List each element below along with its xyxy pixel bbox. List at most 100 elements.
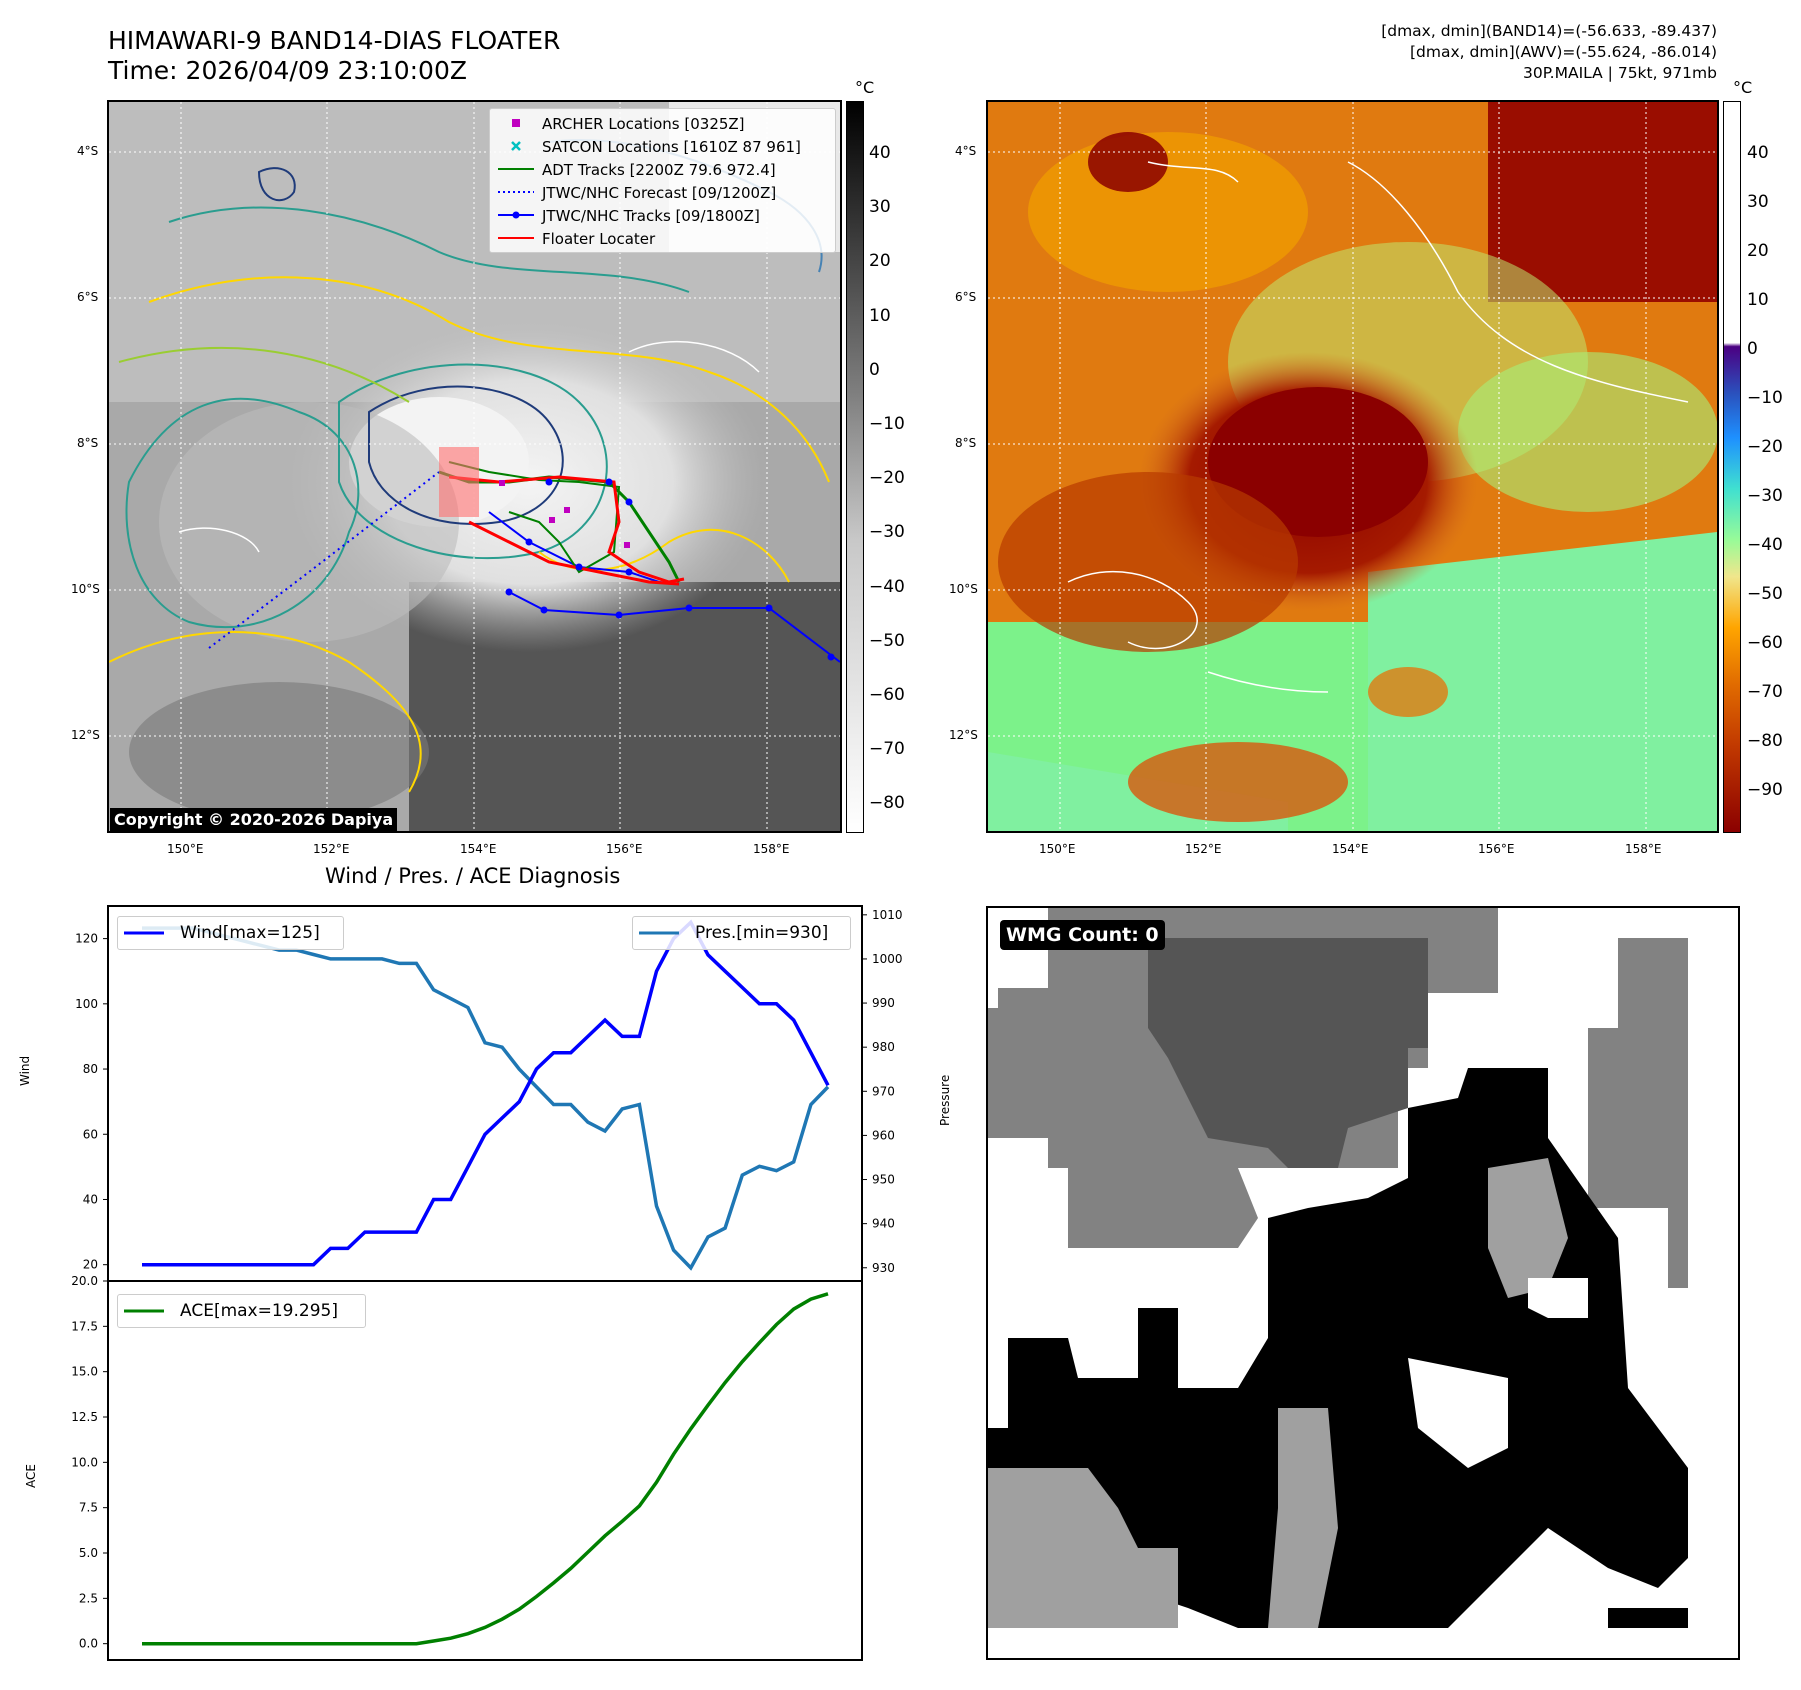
colorbar-tick-label: −80 xyxy=(1747,731,1783,751)
colorbar-tick-label: −70 xyxy=(869,739,905,760)
lat-tick: 6°S xyxy=(77,290,99,304)
colorbar-tick-label: 0 xyxy=(869,359,880,380)
ace-legend: ACE[max=19.295] xyxy=(117,1294,366,1328)
lat-tick: 4°S xyxy=(955,144,977,158)
ace-tick-label: 7.5 xyxy=(79,1501,98,1515)
band14-map-panel: ARCHER Locations [0325Z] SATCON Location… xyxy=(107,100,842,833)
colorbar-tick-label: −20 xyxy=(1747,437,1783,457)
lat-tick: 12°S xyxy=(71,728,100,742)
wind-tick-label: 40 xyxy=(83,1192,98,1206)
line-marker-icon xyxy=(639,931,679,935)
legend-jtwc-forecast: JTWC/NHC Forecast [09/1200Z] xyxy=(490,181,835,204)
lon-tick: 152°E xyxy=(1185,842,1222,856)
lat-tick: 8°S xyxy=(955,436,977,450)
pressure-tick-label: 930 xyxy=(872,1261,895,1275)
wmg-classification-map xyxy=(988,908,1688,1628)
pressure-tick-label: 990 xyxy=(872,996,895,1010)
lat-tick: 12°S xyxy=(949,728,978,742)
lon-tick: 150°E xyxy=(1039,842,1076,856)
pressure-axis-label: Pressure xyxy=(938,1074,952,1126)
colorbar-tick-label: 10 xyxy=(1747,290,1769,310)
legend-floater: Floater Locater xyxy=(490,227,835,250)
pressure-tick-label: 980 xyxy=(872,1040,895,1054)
line-marker-icon xyxy=(124,931,164,935)
lon-tick: 156°E xyxy=(1478,842,1515,856)
colorbar-tick-label: 40 xyxy=(869,143,891,163)
awv-imagery xyxy=(988,102,1717,831)
ace-tick-label: 15.0 xyxy=(71,1365,98,1379)
legend-jtwc-tracks: JTWC/NHC Tracks [09/1800Z] xyxy=(490,204,835,227)
color-colorbar-unit: °C xyxy=(1733,78,1753,97)
wind-tick-label: 100 xyxy=(75,997,98,1011)
lon-tick: 150°E xyxy=(167,842,204,856)
band14-range: [dmax, dmin](BAND14)=(-56.633, -89.437) xyxy=(1381,22,1717,40)
ace-tick-label: 20.0 xyxy=(71,1274,98,1288)
legend-archer: ARCHER Locations [0325Z] xyxy=(490,112,835,135)
colorbar-tick-label: 20 xyxy=(869,251,891,272)
lon-tick: 158°E xyxy=(753,842,790,856)
colorbar-tick-label: −10 xyxy=(1747,388,1783,408)
pressure-legend: Pres.[min=930] xyxy=(632,916,851,950)
lat-tick: 6°S xyxy=(955,290,977,304)
colorbar-tick-label: −30 xyxy=(1747,486,1783,506)
lat-tick: 10°S xyxy=(71,582,100,596)
map-legend: ARCHER Locations [0325Z] SATCON Location… xyxy=(489,108,836,253)
colorbar-tick-label: 0 xyxy=(1747,339,1758,359)
x-marker-icon xyxy=(511,141,521,151)
colorbar-tick-label: −60 xyxy=(1747,633,1783,653)
colorbar-tick-label: −50 xyxy=(1747,584,1783,604)
diagnosis-title: Wind / Pres. / ACE Diagnosis xyxy=(325,864,621,888)
wind-pressure-axes-frame xyxy=(107,905,863,1282)
pressure-tick-label: 1010 xyxy=(872,908,903,922)
colorbar-tick-label: −40 xyxy=(869,576,905,597)
pressure-series-line xyxy=(142,926,830,1271)
chart-time: Time: 2026/04/09 23:10:00Z xyxy=(108,56,467,85)
ace-tick-label: 2.5 xyxy=(79,1591,98,1605)
ace-tick-label: 12.5 xyxy=(71,1410,98,1424)
colorbar-tick-label: −80 xyxy=(869,793,905,814)
colorbar-tick-label: 40 xyxy=(1747,143,1769,163)
wind-tick-label: 60 xyxy=(83,1127,98,1141)
ace-tick-label: 0.0 xyxy=(79,1637,98,1651)
legend-satcon: SATCON Locations [1610Z 87 961] xyxy=(490,135,835,158)
square-marker-icon xyxy=(512,119,520,127)
colorbar-tick-label: 30 xyxy=(1747,192,1769,212)
wmg-count-badge: WMG Count: 0 xyxy=(1000,920,1165,950)
line-marker-icon xyxy=(498,168,534,170)
pressure-tick-label: 950 xyxy=(872,1173,895,1187)
lon-tick: 154°E xyxy=(1332,842,1369,856)
wind-tick-label: 20 xyxy=(83,1258,98,1272)
wmg-panel: WMG Count: 0 xyxy=(986,906,1740,1660)
copyright-label: Copyright © 2020-2026 Dapiya xyxy=(110,808,398,831)
lon-tick: 158°E xyxy=(1625,842,1662,856)
colorbar-tick-label: 20 xyxy=(1747,241,1769,261)
awv-range: [dmax, dmin](AWV)=(-55.624, -86.014) xyxy=(1410,43,1717,61)
colorbar-tick-label: 30 xyxy=(869,197,891,218)
storm-info: 30P.MAILA | 75kt, 971mb xyxy=(1523,64,1717,82)
line-dot-marker-icon xyxy=(498,211,534,219)
gray-colorbar xyxy=(846,101,864,833)
pressure-tick-label: 970 xyxy=(872,1084,895,1098)
pressure-tick-label: 1000 xyxy=(872,952,903,966)
colorbar-tick-label: −30 xyxy=(869,522,905,543)
ace-tick-label: 17.5 xyxy=(71,1319,98,1333)
awv-map-panel xyxy=(986,100,1719,833)
chart-title: HIMAWARI-9 BAND14-DIAS FLOATER xyxy=(108,26,561,55)
pressure-tick-label: 960 xyxy=(872,1128,895,1142)
wind-axis-label: Wind xyxy=(18,1055,32,1086)
lat-tick: 4°S xyxy=(77,144,99,158)
colorbar-tick-label: −50 xyxy=(869,630,905,651)
ace-axis-label: ACE xyxy=(24,1464,38,1488)
wind-series-line xyxy=(142,919,830,1267)
wind-tick-label: 80 xyxy=(83,1062,98,1076)
lon-tick: 156°E xyxy=(606,842,643,856)
line-marker-icon xyxy=(498,237,534,239)
lat-tick: 8°S xyxy=(77,436,99,450)
ace-axes-frame xyxy=(107,1280,863,1661)
wind-legend: Wind[max=125] xyxy=(117,916,344,950)
colorbar-tick-label: −20 xyxy=(869,468,905,489)
ace-tick-label: 5.0 xyxy=(79,1546,98,1560)
colorbar-tick-label: −40 xyxy=(1747,535,1783,555)
dotted-line-icon xyxy=(498,191,534,193)
colorbar-tick-label: −70 xyxy=(1747,682,1783,702)
